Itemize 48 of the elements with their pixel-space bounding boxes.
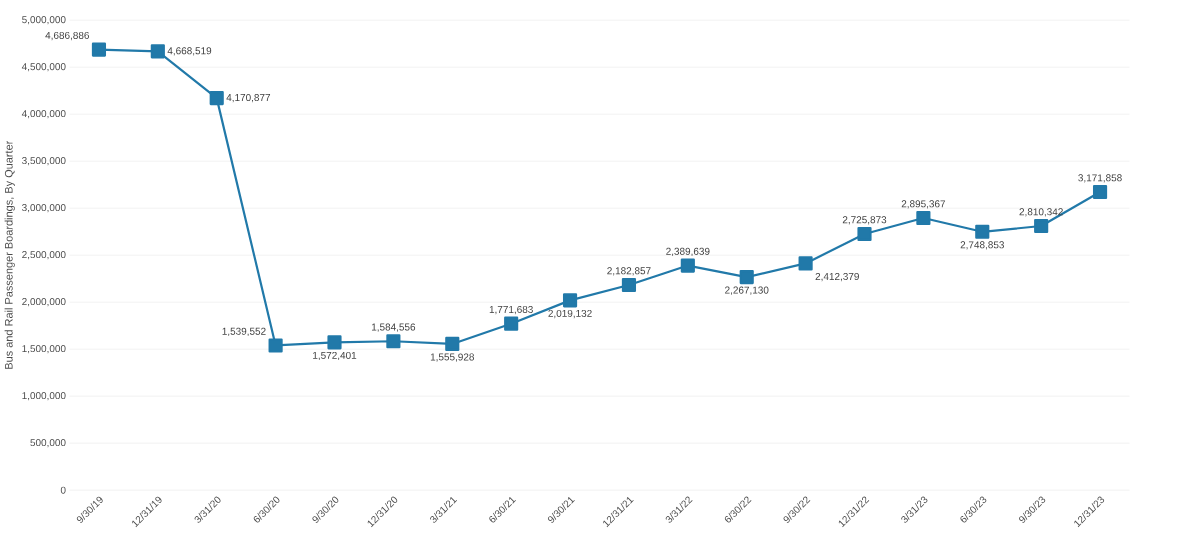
data-label: 2,267,130 (725, 286, 769, 295)
data-label: 1,584,556 (371, 323, 416, 332)
data-label: 2,389,639 (666, 247, 710, 257)
y-tick-label: 2,000,000 (22, 298, 66, 307)
y-tick-label: 4,500,000 (21, 63, 66, 72)
data-label: 4,170,877 (226, 94, 271, 103)
point (562, 293, 578, 308)
data-label: 2,810,342 (1019, 208, 1063, 217)
data-label: 1,539,552 (222, 327, 266, 336)
data-label: 2,748,853 (960, 241, 1004, 250)
y-tick-label: 0 (60, 486, 66, 494)
y-tick-label: 3,000,000 (22, 204, 66, 213)
point (445, 336, 460, 352)
data-label: 1,771,683 (489, 305, 533, 315)
data-label: 2,019,132 (548, 309, 592, 319)
data-label: 2,182,857 (607, 267, 651, 276)
y-tick-label: 1,500,000 (22, 345, 66, 354)
point (798, 256, 813, 271)
y-tick-label: 1,000,000 (22, 392, 66, 401)
y-tick-label: 5,000,000 (22, 16, 66, 25)
data-label: 1,572,401 (313, 351, 357, 361)
point (621, 277, 637, 293)
point (327, 335, 342, 350)
point (386, 334, 401, 349)
y-tick-label: 500,000 (30, 439, 66, 448)
y-axis-title: Bus and Rail Passenger Boardings, By Quarter (4, 140, 15, 369)
point (916, 210, 931, 226)
point (209, 91, 224, 106)
y-tick-label: 3,500,000 (22, 157, 66, 166)
data-label: 4,668,519 (167, 47, 212, 56)
data-label: 2,725,873 (842, 216, 887, 225)
y-tick-label: 4,000,000 (21, 110, 66, 119)
point (91, 42, 107, 57)
point (1092, 184, 1108, 200)
point (150, 44, 165, 59)
point (680, 258, 695, 273)
point (1034, 218, 1049, 234)
y-tick-label: 2,500,000 (22, 251, 66, 260)
point (268, 338, 283, 353)
data-label: 1,555,928 (430, 353, 474, 362)
data-label: 3,171,858 (1078, 174, 1122, 183)
data-label: 4,686,886 (45, 31, 90, 41)
point (857, 226, 872, 242)
data-label: 2,412,379 (815, 272, 859, 282)
point (739, 270, 754, 285)
point (975, 224, 990, 239)
data-label: 2,895,367 (901, 200, 946, 209)
point (504, 316, 519, 331)
